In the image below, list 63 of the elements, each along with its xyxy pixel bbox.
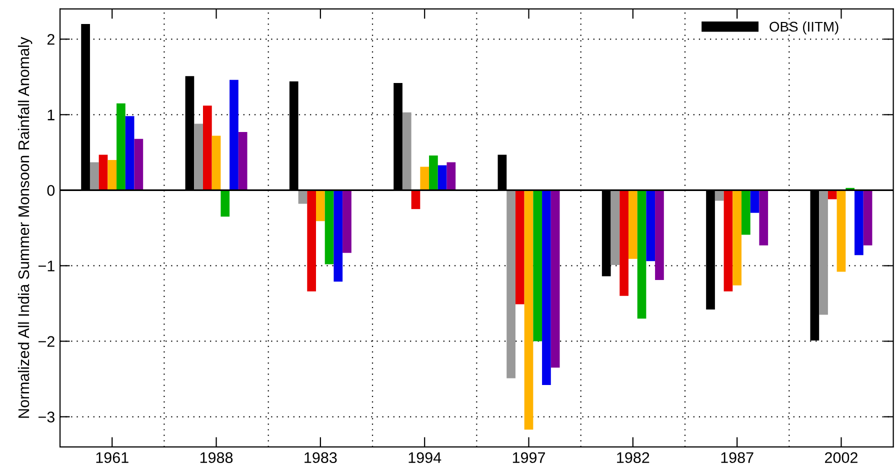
bar bbox=[836, 190, 846, 272]
bar bbox=[515, 190, 524, 304]
bar bbox=[628, 190, 638, 259]
bar bbox=[742, 190, 750, 235]
bar bbox=[533, 190, 542, 342]
bar bbox=[655, 190, 664, 280]
x-tick-label: 1994 bbox=[408, 452, 442, 464]
x-tick-label: 1987 bbox=[721, 452, 754, 464]
bar bbox=[506, 190, 516, 378]
bar bbox=[446, 162, 456, 190]
bar bbox=[828, 190, 837, 200]
bar bbox=[863, 190, 872, 246]
bar bbox=[732, 190, 742, 286]
bar bbox=[90, 162, 99, 190]
bar bbox=[334, 190, 343, 282]
bar bbox=[759, 190, 768, 246]
bar bbox=[819, 190, 828, 315]
bar bbox=[134, 138, 144, 190]
bar bbox=[307, 190, 316, 292]
y-tick-label: −2 bbox=[38, 336, 54, 347]
bar bbox=[524, 190, 534, 430]
bar bbox=[542, 190, 551, 386]
x-tick-label: 1997 bbox=[512, 452, 545, 464]
y-axis-title: Normalized All India Summer Monsoon Rainfall Anomaly bbox=[18, 36, 32, 418]
bar bbox=[98, 154, 108, 190]
bar bbox=[610, 190, 620, 265]
bar bbox=[646, 190, 656, 262]
x-tick-label: 2002 bbox=[825, 452, 858, 464]
bar bbox=[637, 190, 646, 319]
bar bbox=[116, 103, 126, 190]
bar bbox=[550, 190, 560, 368]
bar bbox=[212, 136, 221, 190]
bar bbox=[429, 155, 438, 190]
bar bbox=[402, 112, 412, 190]
bar bbox=[724, 190, 733, 292]
bar bbox=[714, 190, 724, 201]
bar bbox=[202, 106, 212, 190]
bar bbox=[238, 132, 248, 190]
bar bbox=[620, 190, 628, 296]
bar bbox=[324, 190, 334, 264]
bar bbox=[420, 166, 430, 190]
bar bbox=[125, 116, 134, 190]
x-tick-label: 1961 bbox=[96, 452, 128, 464]
bar bbox=[411, 190, 420, 210]
bar bbox=[298, 190, 308, 204]
y-tick-label: 2 bbox=[47, 34, 54, 45]
legend-label: OBS (IITM) bbox=[770, 21, 838, 34]
bar bbox=[342, 190, 352, 253]
y-tick-label: 1 bbox=[48, 110, 54, 120]
bar bbox=[108, 160, 117, 190]
bar bbox=[438, 165, 447, 190]
x-tick-label: 1983 bbox=[304, 452, 337, 464]
bar bbox=[316, 190, 325, 222]
y-tick-label: −1 bbox=[38, 260, 54, 272]
y-tick-label: −3 bbox=[38, 412, 54, 422]
y-tick-label: 0 bbox=[47, 185, 55, 196]
x-tick-label: 1988 bbox=[200, 452, 233, 464]
bar bbox=[194, 124, 203, 190]
bar bbox=[220, 190, 230, 217]
x-tick-label: 1982 bbox=[617, 452, 650, 464]
bar bbox=[750, 190, 760, 213]
bar bbox=[230, 80, 238, 190]
bar bbox=[854, 190, 864, 256]
